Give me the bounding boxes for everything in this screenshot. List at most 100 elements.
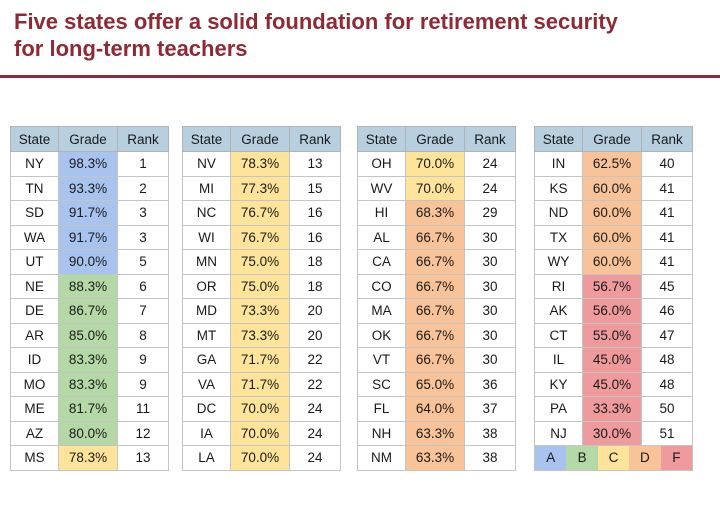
title-line-2-prefix: for: [14, 36, 50, 61]
state-cell: SD: [10, 200, 59, 226]
state-cell: CT: [534, 322, 583, 348]
state-cell: KS: [534, 175, 583, 201]
table-row: IL 45.0% 48: [534, 347, 693, 373]
table-row: ND 60.0% 41: [534, 200, 693, 226]
state-cell: WY: [534, 249, 583, 275]
table-row: CA 66.7% 30: [357, 249, 516, 275]
grade-cell: 68.3%: [405, 200, 465, 226]
grade-cell: 64.0%: [405, 396, 465, 422]
title-line-2-bold: long-term teachers: [49, 36, 248, 61]
table-row: VA 71.7% 22: [182, 371, 341, 397]
state-cell: NY: [10, 151, 59, 177]
rank-cell: 13: [117, 445, 169, 471]
rank-cell: 12: [117, 420, 169, 446]
title-line-2: for long-term teachers: [14, 35, 714, 62]
grade-cell: 33.3%: [582, 396, 642, 422]
rank-cell: 45: [641, 273, 693, 299]
rank-cell: 24: [289, 396, 341, 422]
table-row: IA 70.0% 24: [182, 420, 341, 446]
state-cell: IN: [534, 151, 583, 177]
column-header-rank: Rank: [289, 126, 341, 152]
grades-table-3: State Grade Rank OH 70.0% 24 WV 70.0% 24 HI 68.3% 2…: [357, 126, 516, 471]
table-row: CT 55.0% 47: [534, 322, 693, 348]
grade-cell: 77.3%: [230, 175, 290, 201]
rank-cell: 20: [289, 322, 341, 348]
table-row: NM 63.3% 38: [357, 445, 516, 471]
grades-table-4: State Grade Rank IN 62.5% 40 KS 60.0% 41 ND 60.0% 4…: [534, 126, 693, 471]
rank-cell: 15: [289, 175, 341, 201]
grade-cell: 75.0%: [230, 273, 290, 299]
state-cell: VT: [357, 347, 406, 373]
column-header-grade: Grade: [58, 126, 118, 152]
state-cell: MD: [182, 298, 231, 324]
state-cell: AR: [10, 322, 59, 348]
state-cell: NC: [182, 200, 231, 226]
state-cell: TX: [534, 224, 583, 250]
grade-cell: 75.0%: [230, 249, 290, 275]
rank-cell: 22: [289, 347, 341, 373]
grade-cell: 85.0%: [58, 322, 118, 348]
rank-cell: 16: [289, 200, 341, 226]
state-cell: NV: [182, 151, 231, 177]
state-cell: ID: [10, 347, 59, 373]
state-cell: MA: [357, 298, 406, 324]
grade-cell: 93.3%: [58, 175, 118, 201]
grade-cell: 76.7%: [230, 224, 290, 250]
state-cell: UT: [10, 249, 59, 275]
state-cell: NH: [357, 420, 406, 446]
rank-cell: 30: [464, 249, 516, 275]
grade-cell: 30.0%: [582, 420, 642, 446]
state-cell: CA: [357, 249, 406, 275]
rank-cell: 37: [464, 396, 516, 422]
grade-cell: 91.7%: [58, 200, 118, 226]
state-cell: NE: [10, 273, 59, 299]
column-header-rank: Rank: [464, 126, 516, 152]
grade-cell: 71.7%: [230, 371, 290, 397]
rank-cell: 24: [289, 445, 341, 471]
state-cell: MN: [182, 249, 231, 275]
grades-table-2: State Grade Rank NV 78.3% 13 MI 77.3% 15 NC 76.7% 1…: [182, 126, 341, 471]
rank-cell: 30: [464, 298, 516, 324]
state-cell: OH: [357, 151, 406, 177]
table-row: CO 66.7% 30: [357, 273, 516, 299]
rank-cell: 46: [641, 298, 693, 324]
grade-cell: 66.7%: [405, 298, 465, 324]
grade-cell: 63.3%: [405, 445, 465, 471]
state-cell: AK: [534, 298, 583, 324]
grade-cell: 66.7%: [405, 273, 465, 299]
rank-cell: 20: [289, 298, 341, 324]
state-cell: WI: [182, 224, 231, 250]
table-row: AK 56.0% 46: [534, 298, 693, 324]
table-row: FL 64.0% 37: [357, 396, 516, 422]
rank-cell: 30: [464, 273, 516, 299]
grade-cell: 88.3%: [58, 273, 118, 299]
rank-cell: 2: [117, 175, 169, 201]
column-header-grade: Grade: [405, 126, 465, 152]
header-row: State Grade Rank: [534, 126, 693, 152]
table-row: DC 70.0% 24: [182, 396, 341, 422]
rank-cell: 6: [117, 273, 169, 299]
table-row: TN 93.3% 2: [10, 175, 169, 201]
rank-cell: 13: [289, 151, 341, 177]
state-cell: CO: [357, 273, 406, 299]
state-cell: KY: [534, 371, 583, 397]
column-header-rank: Rank: [641, 126, 693, 152]
title-line-1: Five states offer a solid foundation for…: [14, 9, 618, 34]
table-row: NJ 30.0% 51: [534, 420, 693, 446]
rank-cell: 24: [289, 420, 341, 446]
table-row: OR 75.0% 18: [182, 273, 341, 299]
grade-cell: 80.0%: [58, 420, 118, 446]
grade-cell: 56.7%: [582, 273, 642, 299]
legend-swatch-b: B: [566, 446, 598, 470]
state-cell: MS: [10, 445, 59, 471]
rank-cell: 24: [464, 175, 516, 201]
state-cell: MI: [182, 175, 231, 201]
grade-cell: 66.7%: [405, 224, 465, 250]
legend-swatch-d: D: [629, 446, 661, 470]
rank-cell: 3: [117, 224, 169, 250]
state-cell: DE: [10, 298, 59, 324]
table-row: MN 75.0% 18: [182, 249, 341, 275]
grade-cell: 71.7%: [230, 347, 290, 373]
